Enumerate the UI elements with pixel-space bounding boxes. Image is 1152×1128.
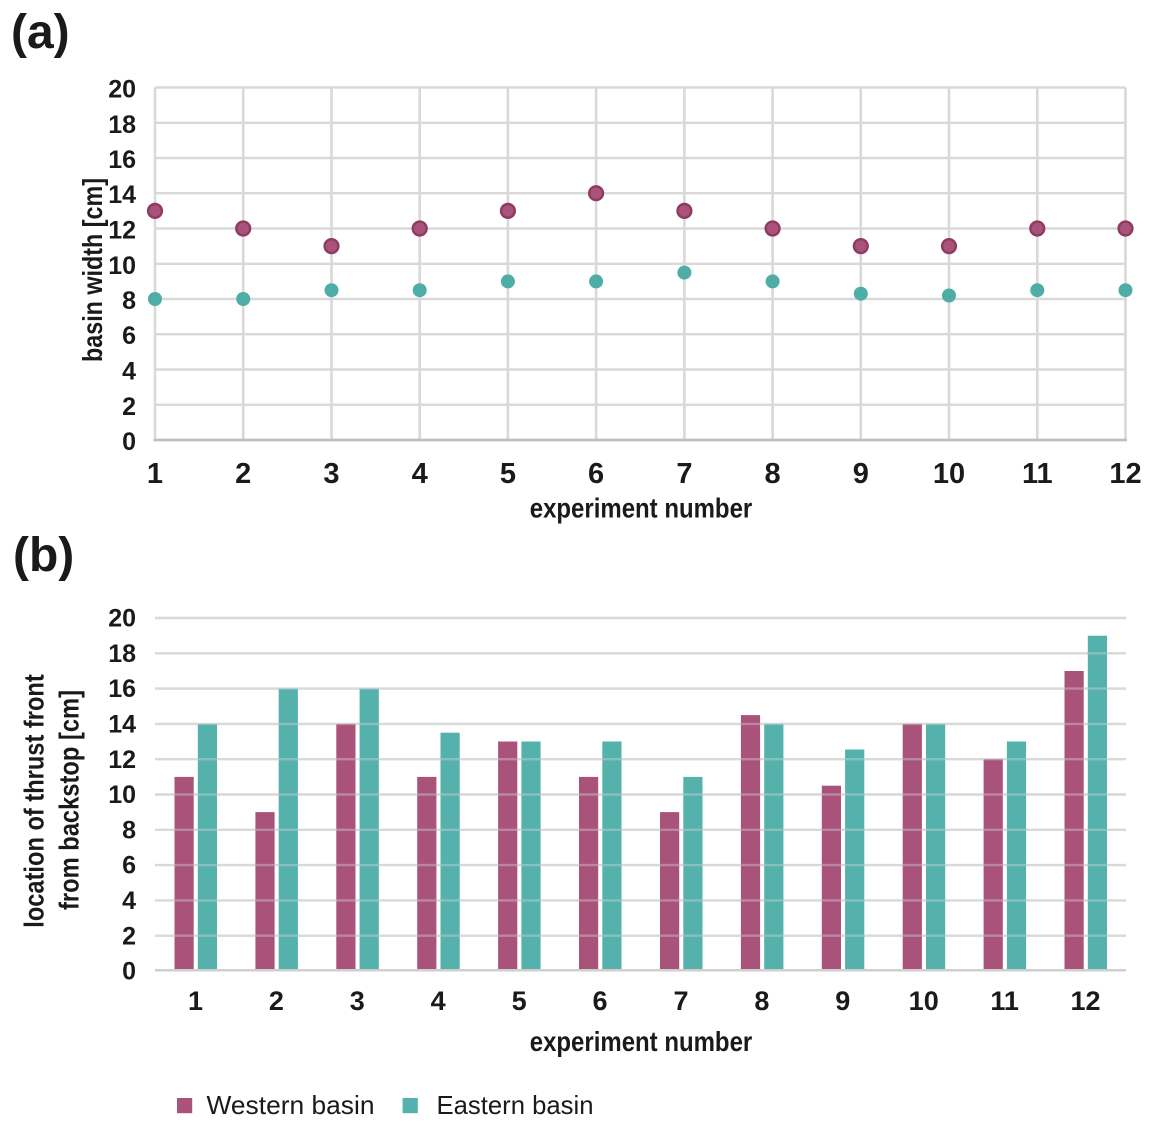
svg-text:18: 18 [108, 111, 136, 139]
svg-text:5: 5 [500, 458, 516, 490]
svg-text:12: 12 [108, 217, 136, 245]
svg-text:0: 0 [122, 958, 136, 986]
svg-text:16: 16 [108, 675, 136, 703]
svg-text:10: 10 [909, 986, 939, 1016]
svg-text:6: 6 [588, 458, 604, 490]
svg-text:2: 2 [269, 986, 284, 1016]
svg-text:2: 2 [122, 393, 136, 421]
svg-text:Western basin: Western basin [207, 1090, 375, 1120]
svg-text:4: 4 [431, 986, 446, 1016]
svg-text:Eastern basin: Eastern basin [437, 1090, 594, 1120]
svg-text:8: 8 [122, 816, 136, 844]
svg-text:16: 16 [108, 146, 136, 174]
svg-text:3: 3 [323, 458, 339, 490]
svg-text:8: 8 [122, 287, 136, 315]
svg-text:7: 7 [673, 986, 688, 1016]
svg-text:6: 6 [122, 322, 136, 350]
svg-text:experiment number: experiment number [530, 1026, 753, 1057]
svg-text:5: 5 [512, 986, 527, 1016]
svg-text:basin width [cm]: basin width [cm] [77, 178, 108, 362]
svg-text:0: 0 [122, 428, 136, 456]
svg-text:12: 12 [108, 746, 136, 774]
svg-text:6: 6 [122, 852, 136, 880]
svg-text:18: 18 [108, 640, 136, 668]
svg-text:(a): (a) [11, 6, 70, 59]
svg-text:14: 14 [108, 181, 136, 209]
svg-text:4: 4 [412, 458, 428, 490]
svg-text:10: 10 [933, 458, 965, 490]
svg-text:11: 11 [990, 986, 1019, 1016]
svg-text:10: 10 [108, 252, 136, 280]
svg-text:20: 20 [108, 605, 136, 633]
svg-text:9: 9 [853, 458, 869, 490]
svg-text:12: 12 [1109, 458, 1141, 490]
svg-text:20: 20 [108, 76, 136, 104]
svg-text:from backstop [cm]: from backstop [cm] [54, 690, 85, 910]
svg-text:11: 11 [1022, 458, 1053, 490]
svg-text:1: 1 [188, 986, 203, 1016]
svg-text:3: 3 [350, 986, 365, 1016]
svg-text:14: 14 [108, 711, 136, 739]
svg-text:9: 9 [835, 986, 850, 1016]
svg-text:2: 2 [122, 922, 136, 950]
svg-text:4: 4 [122, 358, 136, 386]
svg-text:1: 1 [147, 458, 163, 490]
svg-text:experiment number: experiment number [530, 493, 753, 524]
svg-text:location of thrust front: location of thrust front [19, 674, 50, 928]
svg-text:10: 10 [108, 781, 136, 809]
svg-text:4: 4 [122, 887, 136, 915]
svg-text:7: 7 [676, 458, 692, 490]
svg-text:2: 2 [235, 458, 251, 490]
svg-text:12: 12 [1070, 986, 1100, 1016]
svg-text:(b): (b) [13, 529, 74, 582]
svg-text:6: 6 [592, 986, 607, 1016]
svg-text:8: 8 [754, 986, 769, 1016]
svg-text:8: 8 [765, 458, 781, 490]
